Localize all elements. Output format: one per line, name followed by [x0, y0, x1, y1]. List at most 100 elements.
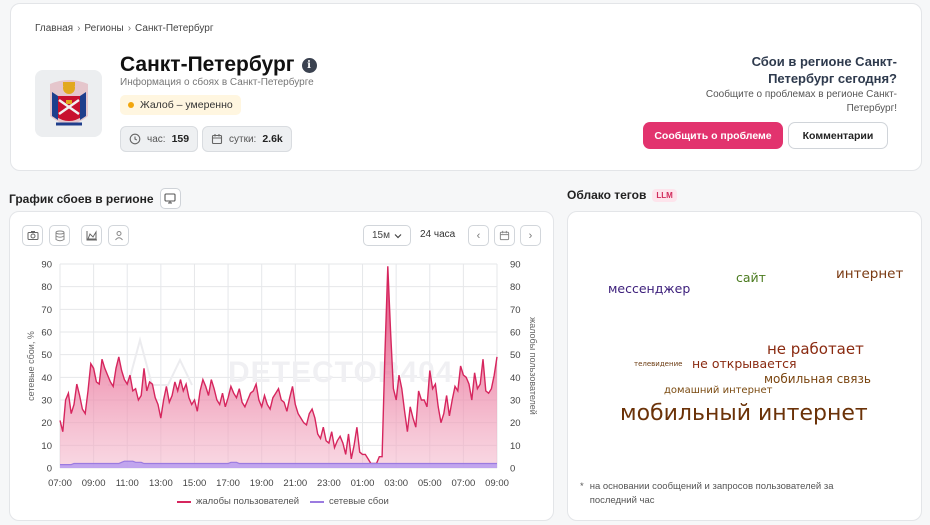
legend-complaints[interactable]: жалобы пользователей: [177, 496, 299, 507]
tag-cloud-item[interactable]: не открывается: [692, 356, 797, 371]
x-tick-label: 09:00: [82, 478, 106, 489]
y-tick-label-right: 20: [510, 418, 521, 429]
city-name: Санкт-Петербург: [120, 53, 295, 76]
y-axis-left-label: сетевые сбои, %: [26, 331, 36, 401]
cloud-section-title: Облако тегов: [567, 188, 647, 202]
x-tick-label: 01:00: [351, 478, 375, 489]
chart-section-title: График сбоев в регионе: [9, 191, 154, 206]
y-tick-label-right: 30: [510, 396, 521, 407]
hour-stat-chip: час: 159: [120, 126, 199, 152]
tag-cloud-item[interactable]: мессенджер: [608, 281, 691, 296]
y-tick-label-right: 90: [510, 260, 521, 271]
x-tick-label: 17:00: [216, 478, 240, 489]
comments-button[interactable]: Комментарии: [788, 122, 888, 149]
cloud-footnote: * на основании сообщений и запросов поль…: [580, 480, 880, 508]
page-title: Санкт-Петербург i: [120, 53, 317, 77]
chevron-left-icon[interactable]: ‹: [468, 225, 489, 246]
y-tick-label-right: 10: [510, 441, 521, 452]
calendar-picker-button[interactable]: [494, 225, 515, 246]
chevron-right-icon: ›: [127, 23, 132, 34]
legend-network-label: сетевые сбои: [329, 496, 389, 507]
y-tick-label-right: 0: [510, 464, 515, 475]
complaint-level-badge: Жалоб – умеренно: [120, 95, 241, 115]
camera-icon[interactable]: [22, 225, 43, 246]
info-icon[interactable]: i: [301, 57, 317, 73]
y-tick-label-left: 80: [41, 282, 52, 293]
legend-swatch: [177, 500, 191, 503]
tag-cloud-item[interactable]: интернет: [836, 266, 904, 282]
tag-cloud-item[interactable]: телевидение: [634, 360, 683, 368]
interval-select[interactable]: 15м: [363, 225, 411, 246]
tag-cloud-item[interactable]: домашний интернет: [664, 385, 773, 396]
region-header-card: Главная › Регионы › Санкт-Петербург Санк…: [10, 3, 922, 171]
clock-icon: [129, 133, 141, 145]
y-tick-label-left: 70: [41, 305, 52, 316]
breadcrumb: Главная › Регионы › Санкт-Петербург: [35, 23, 213, 34]
x-tick-label: 13:00: [149, 478, 173, 489]
day-stat-value: 2.6k: [262, 133, 283, 145]
tag-cloud-item[interactable]: мобильная связь: [764, 372, 871, 386]
y-tick-label-left: 20: [41, 418, 52, 429]
y-tick-label-left: 30: [41, 396, 52, 407]
range-label: 24 часа: [420, 229, 456, 240]
llm-badge: LLM: [652, 188, 677, 202]
x-tick-label: 21:00: [283, 478, 307, 489]
y-tick-label-right: 60: [510, 328, 521, 339]
x-tick-label: 11:00: [116, 478, 139, 489]
complaints-line: [59, 266, 498, 465]
y-tick-label-right: 70: [510, 305, 521, 316]
y-tick-label-right: 40: [510, 373, 521, 384]
x-tick-label: 09:00: [485, 478, 509, 489]
report-problem-button[interactable]: Сообщить о проблеме: [643, 122, 783, 149]
user-icon[interactable]: [108, 225, 129, 246]
tag-cloud-card: [567, 211, 922, 521]
tag-cloud-item[interactable]: мобильный интернет: [620, 401, 868, 426]
cloud-footnote-text: на основании сообщений и запросов пользо…: [589, 481, 834, 506]
day-stat-chip: сутки: 2.6k: [202, 126, 292, 152]
y-tick-label-right: 50: [510, 350, 521, 361]
network-area: [60, 461, 497, 468]
asterisk-icon: *: [580, 481, 584, 492]
chevron-right-icon[interactable]: ›: [520, 225, 541, 246]
area-chart-icon[interactable]: [81, 225, 102, 246]
hour-stat-value: 159: [171, 133, 190, 145]
day-stat-label: сутки:: [229, 133, 257, 145]
y-tick-label-right: 80: [510, 282, 521, 293]
interval-value: 15м: [372, 230, 390, 241]
calendar-icon: [211, 134, 223, 145]
legend-network[interactable]: сетевые сбои: [310, 496, 389, 507]
calendar-icon: [499, 230, 510, 241]
watermark-text: DETECTOR404: [228, 356, 454, 389]
cta-subtitle: Сообщите о проблемах в регионе Санкт-Пет…: [705, 89, 897, 114]
legend-complaints-label: жалобы пользователей: [196, 496, 300, 507]
x-tick-label: 23:00: [317, 478, 341, 489]
y-tick-label-left: 50: [41, 350, 52, 361]
chevron-right-icon: ›: [77, 23, 81, 34]
coat-of-arms-icon: [49, 79, 88, 125]
y-tick-label-left: 40: [41, 373, 52, 384]
watermark: DETECTOR404: [108, 336, 454, 389]
city-coat-of-arms: [35, 70, 102, 137]
city-subtitle: Информация о сбоях в Санкт-Петербурге: [120, 77, 314, 88]
database-icon[interactable]: [49, 225, 70, 246]
tag-cloud-item[interactable]: не работает: [767, 340, 864, 358]
y-tick-label-left: 60: [41, 328, 52, 339]
cta-title: Сбои в регионе Санкт-Петербург сегодня?: [751, 54, 897, 86]
legend-swatch: [310, 500, 324, 503]
x-tick-label: 15:00: [183, 478, 207, 489]
tag-cloud-item[interactable]: сайт: [736, 270, 766, 285]
breadcrumb-current: Санкт-Петербург: [135, 23, 214, 34]
x-tick-label: 03:00: [384, 478, 408, 489]
complaints-area: [60, 266, 497, 468]
chevron-down-icon: [394, 233, 402, 238]
x-tick-label: 07:00: [48, 478, 72, 489]
cloud-section-heading: Облако тегов LLM: [567, 188, 677, 202]
status-dot-icon: [128, 102, 134, 108]
breadcrumb-home[interactable]: Главная: [35, 23, 74, 34]
monitor-icon[interactable]: [159, 188, 181, 209]
x-tick-label: 19:00: [250, 478, 274, 489]
x-tick-label: 05:00: [418, 478, 442, 489]
y-tick-label-left: 90: [41, 260, 52, 271]
breadcrumb-regions[interactable]: Регионы: [84, 23, 124, 34]
